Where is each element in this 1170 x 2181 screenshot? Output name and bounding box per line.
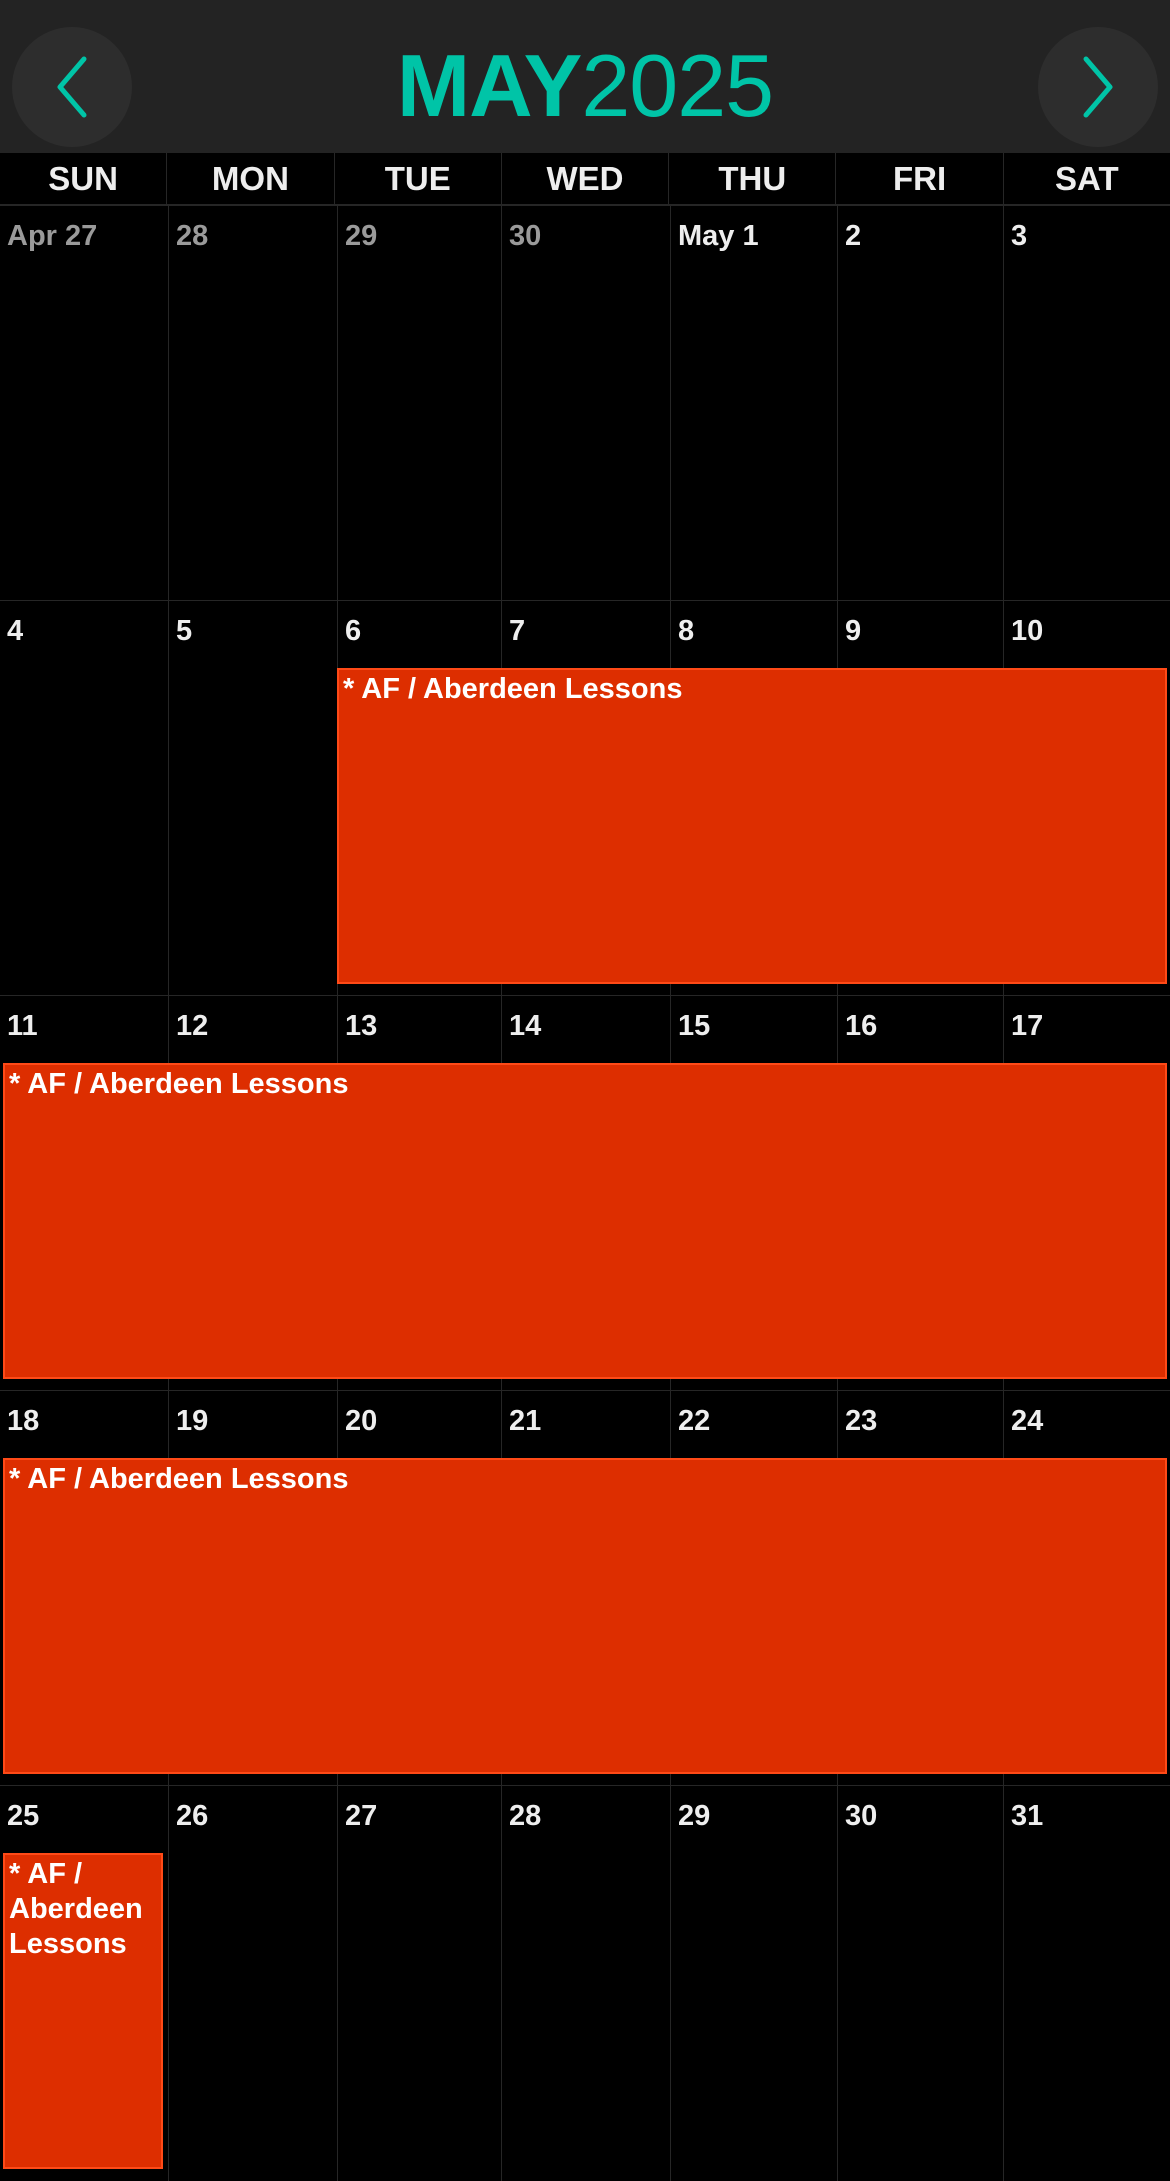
day-number: 6 bbox=[345, 615, 362, 647]
day-cell[interactable]: 3 bbox=[1003, 206, 1170, 601]
weekday-thu: THU bbox=[668, 153, 835, 204]
weekday-tue: TUE bbox=[333, 153, 501, 204]
month-year-title: MAY2025 bbox=[0, 36, 1170, 136]
day-cell[interactable]: 2 bbox=[837, 206, 1003, 601]
day-cell[interactable]: 18 bbox=[0, 1391, 168, 1786]
month-label: MAY bbox=[396, 36, 582, 135]
week-row: Apr 27 28 29 30 May 1 2 3 bbox=[0, 205, 1170, 601]
weekday-header-row: SUN MON TUE WED THU FRI SAT bbox=[0, 153, 1170, 206]
day-cell[interactable]: 27 bbox=[337, 1786, 501, 2181]
day-number: 7 bbox=[509, 615, 526, 647]
day-number: 5 bbox=[176, 615, 193, 647]
day-number: 31 bbox=[1011, 1800, 1044, 1832]
day-number: 26 bbox=[176, 1800, 209, 1832]
calendar-event[interactable]: * AF / Aberdeen Lessons bbox=[337, 668, 1167, 984]
day-number: 12 bbox=[176, 1010, 209, 1042]
day-cell[interactable]: 25 bbox=[0, 1786, 168, 2181]
day-number: 13 bbox=[345, 1010, 378, 1042]
day-number: 4 bbox=[7, 615, 24, 647]
day-number: 22 bbox=[678, 1405, 711, 1437]
day-number: 8 bbox=[678, 615, 695, 647]
day-cell[interactable]: 26 bbox=[168, 1786, 337, 2181]
day-number: 2 bbox=[845, 220, 862, 252]
day-number: 21 bbox=[509, 1405, 542, 1437]
day-cell[interactable]: 5 bbox=[168, 601, 337, 996]
day-cell[interactable]: Apr 27 bbox=[0, 206, 168, 601]
calendar-event[interactable]: * AF / Aberdeen Lessons bbox=[3, 1458, 1167, 1774]
weekday-sun: SUN bbox=[48, 160, 118, 197]
day-number: 18 bbox=[7, 1405, 40, 1437]
week-row: 25 26 27 28 29 30 31 bbox=[0, 1785, 1170, 2181]
calendar-event[interactable]: * AF / Aberdeen Lessons bbox=[3, 1063, 1167, 1379]
event-title: * AF / Aberdeen Lessons bbox=[9, 1068, 349, 1100]
day-number: 3 bbox=[1011, 220, 1028, 252]
day-number: 11 bbox=[7, 1010, 38, 1042]
day-cell[interactable]: 4 bbox=[0, 601, 168, 996]
day-number: 16 bbox=[845, 1010, 878, 1042]
day-cell[interactable]: 30 bbox=[501, 206, 670, 601]
day-number: 19 bbox=[176, 1405, 209, 1437]
event-title: * AF / Aberdeen Lessons bbox=[343, 673, 683, 705]
day-number: 29 bbox=[345, 220, 378, 252]
day-cell[interactable]: May 1 bbox=[670, 206, 837, 601]
event-title: * AF / Aberdeen Lessons bbox=[9, 1463, 349, 1495]
day-cell[interactable]: 11 bbox=[0, 996, 168, 1391]
day-number: 23 bbox=[845, 1405, 878, 1437]
day-cell[interactable]: 31 bbox=[1003, 1786, 1170, 2181]
day-number: 9 bbox=[845, 615, 862, 647]
day-number: 20 bbox=[345, 1405, 378, 1437]
weekday-wed: WED bbox=[500, 153, 668, 204]
day-number: 15 bbox=[678, 1010, 711, 1042]
chevron-left-icon bbox=[57, 56, 87, 118]
weekday-mon: MON bbox=[166, 153, 333, 204]
day-cell[interactable]: 30 bbox=[837, 1786, 1003, 2181]
day-cell[interactable]: 29 bbox=[670, 1786, 837, 2181]
day-cell[interactable]: 28 bbox=[501, 1786, 670, 2181]
day-number: 29 bbox=[678, 1800, 711, 1832]
event-title: * AF / Aberdeen Lessons bbox=[9, 1858, 143, 1960]
day-number: 27 bbox=[345, 1800, 378, 1832]
day-cell[interactable]: 29 bbox=[337, 206, 501, 601]
day-number: 28 bbox=[176, 220, 209, 252]
day-number: 30 bbox=[509, 220, 542, 252]
day-number: 10 bbox=[1011, 615, 1044, 647]
calendar-event[interactable]: * AF / Aberdeen Lessons bbox=[3, 1853, 163, 2169]
calendar-header: MAY2025 bbox=[0, 0, 1170, 153]
day-cell[interactable]: 28 bbox=[168, 206, 337, 601]
day-number: 30 bbox=[845, 1800, 878, 1832]
weekday-fri: FRI bbox=[835, 153, 1002, 204]
day-number: 28 bbox=[509, 1800, 542, 1832]
day-number: 25 bbox=[7, 1800, 40, 1832]
day-number: Apr 27 bbox=[7, 220, 98, 252]
year-label: 2025 bbox=[581, 36, 774, 135]
day-number: 17 bbox=[1011, 1010, 1044, 1042]
chevron-right-icon bbox=[1083, 56, 1113, 118]
day-number: 14 bbox=[509, 1010, 542, 1042]
day-number: May 1 bbox=[678, 220, 759, 252]
weekday-sat: SAT bbox=[1002, 153, 1170, 204]
day-number: 24 bbox=[1011, 1405, 1044, 1437]
previous-month-button[interactable] bbox=[12, 27, 132, 147]
next-month-button[interactable] bbox=[1038, 27, 1158, 147]
